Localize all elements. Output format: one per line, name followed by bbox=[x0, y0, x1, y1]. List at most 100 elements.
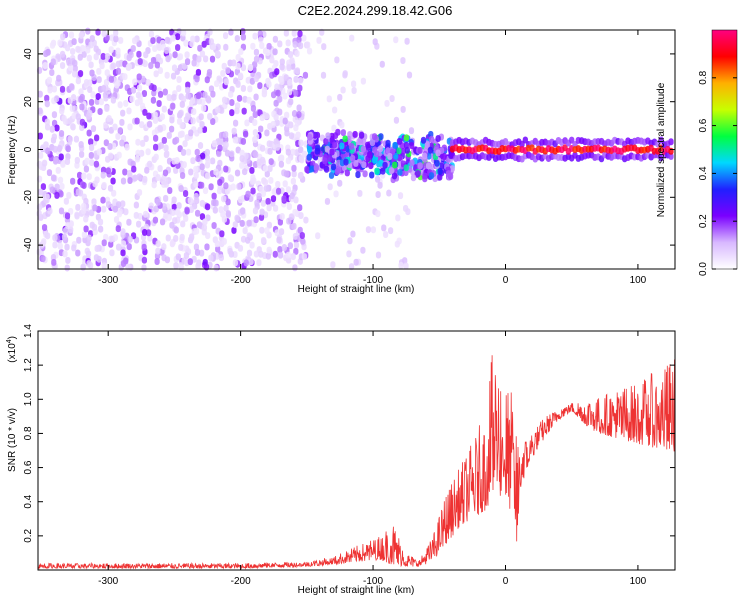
heatmap-cell bbox=[261, 86, 268, 94]
heatmap-cell bbox=[326, 95, 332, 103]
heatmap-cell bbox=[353, 159, 359, 167]
heatmap-cell bbox=[38, 151, 44, 159]
heatmap-cell bbox=[61, 114, 67, 122]
heatmap-cell bbox=[340, 129, 346, 137]
heatmap-cell bbox=[202, 91, 208, 99]
heatmap-cell bbox=[223, 43, 229, 51]
heatmap-cell bbox=[93, 45, 99, 53]
heatmap-cell bbox=[281, 195, 287, 203]
heatmap-cell bbox=[375, 191, 381, 199]
heatmap-cell bbox=[375, 210, 381, 218]
heatmap-cell bbox=[291, 164, 297, 172]
heatmap-cell bbox=[103, 139, 109, 147]
heatmap-cell bbox=[123, 208, 129, 216]
heatmap-cell bbox=[189, 233, 195, 241]
heatmap-cell bbox=[277, 108, 283, 116]
heatmap-cell bbox=[164, 71, 170, 79]
heatmap-cell bbox=[89, 35, 95, 43]
heatmap-cell bbox=[322, 157, 328, 165]
heatmap-cell bbox=[184, 207, 190, 215]
heatmap-cell bbox=[372, 133, 378, 141]
heatmap-cell bbox=[79, 150, 85, 158]
heatmap-cell bbox=[133, 201, 139, 209]
heatmap-cell bbox=[177, 262, 184, 270]
heatmap-cell bbox=[658, 136, 664, 144]
heatmap-cell bbox=[377, 181, 383, 189]
heatmap-cell bbox=[63, 197, 69, 205]
heatmap-cell bbox=[350, 154, 356, 162]
heatmap-cell bbox=[85, 27, 91, 35]
heatmap-cell bbox=[57, 39, 63, 47]
heatmap-cell bbox=[131, 165, 137, 173]
heatmap-cell bbox=[388, 167, 395, 175]
heatmap-cell bbox=[42, 159, 48, 167]
heatmap-cell bbox=[315, 232, 321, 240]
heatmap-cell bbox=[333, 190, 339, 198]
heatmap-cell bbox=[274, 68, 280, 76]
heatmap-cell bbox=[259, 144, 266, 152]
heatmap-cell bbox=[238, 48, 244, 56]
x-tick-label: 100 bbox=[630, 576, 647, 587]
heatmap-cell bbox=[141, 256, 148, 264]
heatmap-cell bbox=[190, 117, 196, 125]
heatmap-cell bbox=[279, 58, 285, 66]
heatmap-cell bbox=[175, 253, 181, 261]
heatmap-cell bbox=[57, 176, 64, 184]
heatmap-cell bbox=[262, 178, 269, 186]
heatmap-cell bbox=[50, 174, 57, 182]
heatmap-cell bbox=[314, 147, 320, 155]
heatmap-cell bbox=[212, 206, 218, 214]
heatmap-cell bbox=[70, 47, 76, 55]
heatmap-cell bbox=[404, 37, 410, 45]
heatmap-cell bbox=[253, 151, 259, 159]
heatmap-cell bbox=[54, 124, 60, 132]
heatmap-cell bbox=[279, 78, 285, 86]
heatmap-cell bbox=[291, 222, 297, 230]
heatmap-cell bbox=[282, 180, 288, 188]
heatmap-cell bbox=[221, 237, 227, 245]
heatmap-cell bbox=[267, 147, 273, 155]
heatmap-cell bbox=[403, 164, 409, 172]
heatmap-cell bbox=[40, 183, 46, 191]
heatmap-cell bbox=[56, 144, 63, 152]
heatmap-cell bbox=[344, 169, 350, 177]
heatmap-cell bbox=[83, 215, 89, 223]
heatmap-cell bbox=[219, 106, 225, 114]
heatmap-cell bbox=[237, 196, 244, 204]
heatmap-cell bbox=[668, 138, 674, 146]
heatmap-cell bbox=[157, 67, 163, 75]
heatmap-cell bbox=[67, 117, 73, 125]
heatmap-cell bbox=[37, 188, 44, 196]
heatmap-cell bbox=[117, 127, 123, 135]
heatmap-cell bbox=[240, 64, 247, 72]
heatmap-cell bbox=[163, 144, 169, 152]
heatmap-cell bbox=[152, 216, 159, 224]
heatmap-cell bbox=[233, 119, 239, 127]
heatmap-cell bbox=[227, 174, 233, 182]
heatmap-cell bbox=[247, 85, 253, 93]
heatmap-cell bbox=[197, 142, 204, 150]
heatmap-cell bbox=[279, 63, 285, 71]
heatmap-cell bbox=[334, 167, 341, 175]
heatmap-cell bbox=[270, 195, 277, 203]
heatmap-cell bbox=[316, 36, 322, 44]
heatmap-cell bbox=[183, 116, 190, 124]
heatmap-cell bbox=[71, 112, 77, 120]
heatmap-cell bbox=[368, 162, 374, 170]
heatmap-cell bbox=[284, 111, 290, 119]
heatmap-cell bbox=[263, 112, 270, 120]
heatmap-cell bbox=[169, 221, 175, 229]
heatmap-cell bbox=[403, 134, 410, 142]
heatmap-cell bbox=[383, 230, 389, 238]
heatmap-cell bbox=[136, 84, 143, 92]
heatmap-cell bbox=[296, 110, 302, 118]
heatmap-cell bbox=[254, 199, 260, 207]
heatmap-cell bbox=[113, 215, 120, 223]
heatmap-cell bbox=[81, 207, 87, 215]
heatmap-cell bbox=[75, 203, 81, 211]
heatmap-cell bbox=[120, 249, 126, 257]
heatmap-cell bbox=[182, 189, 189, 197]
heatmap-cell bbox=[332, 106, 338, 114]
heatmap-cell bbox=[51, 133, 57, 141]
y-tick-label: 1.2 bbox=[23, 358, 34, 372]
